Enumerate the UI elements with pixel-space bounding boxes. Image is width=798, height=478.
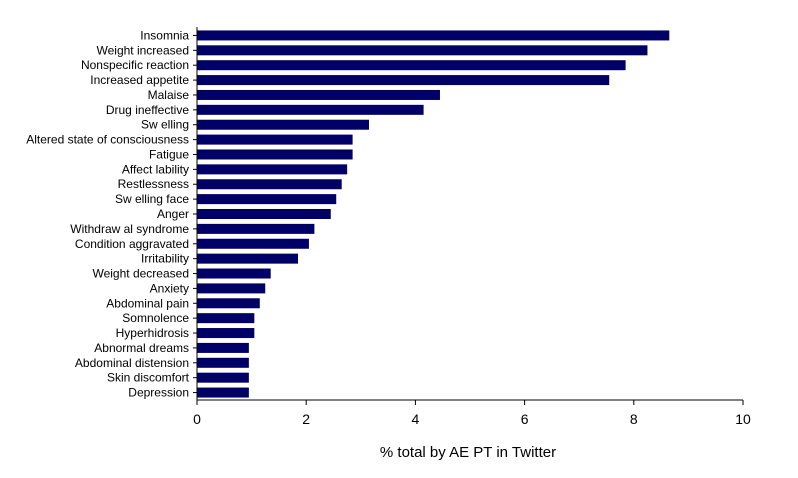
category-label: Skin discomfort xyxy=(107,371,190,385)
bar xyxy=(197,60,626,71)
bar xyxy=(197,179,342,190)
bar xyxy=(197,194,337,205)
bar xyxy=(197,387,249,398)
category-label: Increased appetite xyxy=(90,73,189,87)
category-label: Anger xyxy=(157,207,189,221)
category-label: Depression xyxy=(128,386,189,400)
bar xyxy=(197,89,440,100)
bar xyxy=(197,119,369,130)
category-label: Abdominal distension xyxy=(75,356,189,370)
bar xyxy=(197,372,249,383)
bar xyxy=(197,75,610,86)
bar xyxy=(197,357,249,368)
bar xyxy=(197,342,249,353)
bar xyxy=(197,298,260,309)
x-ticks-group: 0 2 4 6 8 10 xyxy=(193,400,751,427)
bar xyxy=(197,283,266,294)
bar xyxy=(197,104,424,115)
x-tick-label: 10 xyxy=(735,411,751,427)
category-label: Condition aggravated xyxy=(75,237,189,251)
category-label: Somnolence xyxy=(122,311,189,325)
category-label: Hyperhidrosis xyxy=(116,326,189,340)
bar xyxy=(197,134,353,145)
category-label: Fatigue xyxy=(149,147,189,161)
category-label: Affect lability xyxy=(122,162,189,176)
x-tick-label: 4 xyxy=(412,411,420,427)
x-tick-label: 0 xyxy=(193,411,201,427)
x-tick-label: 8 xyxy=(630,411,638,427)
bars-group xyxy=(197,30,670,398)
bar xyxy=(197,268,271,279)
bar xyxy=(197,45,648,56)
bar xyxy=(197,209,331,219)
bar xyxy=(197,313,255,324)
bar xyxy=(197,164,348,175)
category-label: Withdraw al syndrome xyxy=(70,222,189,236)
category-label: Anxiety xyxy=(150,281,189,295)
x-axis-title: % total by AE PT in Twitter xyxy=(380,444,556,461)
x-tick-label: 6 xyxy=(521,411,529,427)
x-tick-label: 2 xyxy=(302,411,310,427)
bar xyxy=(197,30,670,41)
bar xyxy=(197,223,315,234)
category-label: Irritability xyxy=(141,252,189,266)
bar xyxy=(197,253,299,264)
category-label: Abdominal pain xyxy=(106,296,189,310)
category-label: Weight decreased xyxy=(92,267,189,281)
bar xyxy=(197,149,353,160)
category-label: Sw elling face xyxy=(115,192,189,206)
category-label: Drug ineffective xyxy=(106,103,189,117)
category-label: Insomnia xyxy=(140,28,189,42)
category-label: Malaise xyxy=(148,88,190,102)
category-label: Sw elling xyxy=(141,118,189,132)
category-label: Weight increased xyxy=(97,43,190,57)
category-label: Nonspecific reaction xyxy=(81,58,189,72)
category-label: Abnormal dreams xyxy=(94,341,189,355)
category-label: Altered state of consciousness xyxy=(26,133,189,147)
bar xyxy=(197,328,255,339)
category-label: Restlessness xyxy=(118,177,189,191)
bar xyxy=(197,238,309,249)
